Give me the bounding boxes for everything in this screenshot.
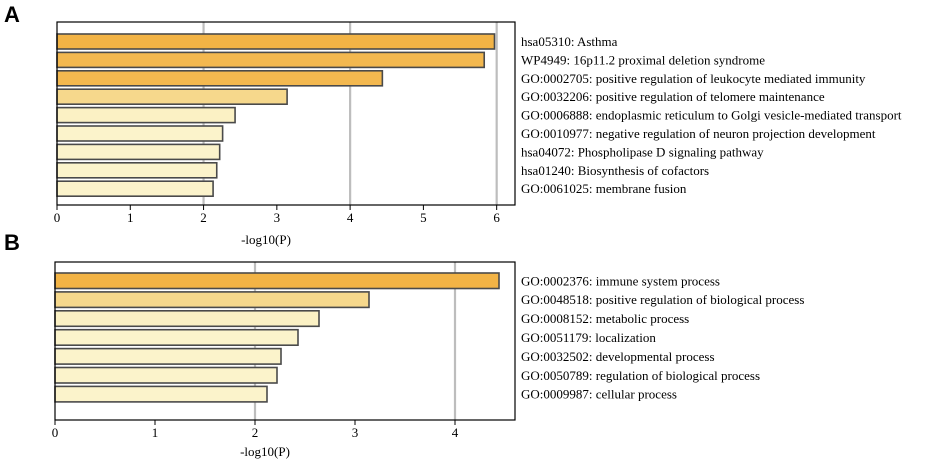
bar-8 bbox=[56, 162, 218, 179]
x-tick-label-0: 0 bbox=[54, 210, 61, 225]
bar-2 bbox=[54, 291, 370, 309]
bar-4 bbox=[54, 328, 299, 347]
term-label-6: GO:0010977: negative regulation of neuro… bbox=[521, 126, 876, 141]
x-tick-label-3: 3 bbox=[274, 210, 281, 225]
term-label-7: GO:0009987: cellular process bbox=[521, 387, 677, 402]
term-label-5: GO:0032502: developmental process bbox=[521, 349, 715, 364]
x-axis-label: -log10(P) bbox=[240, 444, 290, 459]
term-label-2: GO:0048518: positive regulation of biolo… bbox=[521, 292, 804, 307]
bar-7 bbox=[56, 143, 221, 161]
panel-letter-b: B bbox=[4, 230, 20, 255]
bar-3 bbox=[56, 70, 384, 87]
term-label-5: GO:0006888: endoplasmic reticulum to Gol… bbox=[521, 108, 902, 123]
bar-6 bbox=[56, 125, 224, 142]
x-tick-label-4: 4 bbox=[347, 210, 354, 225]
x-tick-label-2: 2 bbox=[200, 210, 207, 225]
x-axis-label: -log10(P) bbox=[241, 232, 291, 247]
bar-2 bbox=[56, 51, 486, 69]
term-label-3: GO:0008152: metabolic process bbox=[521, 311, 689, 326]
term-label-3: GO:0002705: positive regulation of leuko… bbox=[521, 71, 866, 86]
x-tick-label-3: 3 bbox=[352, 425, 359, 440]
term-label-4: GO:0051179: localization bbox=[521, 330, 656, 345]
x-tick-label-4: 4 bbox=[452, 425, 459, 440]
term-label-7: hsa04072: Phospholipase D signaling path… bbox=[521, 144, 764, 159]
bar-7 bbox=[54, 385, 268, 403]
term-label-4: GO:0032206: positive regulation of telom… bbox=[521, 89, 825, 104]
term-label-8: hsa01240: Biosynthesis of cofactors bbox=[521, 163, 709, 178]
plot-frame bbox=[54, 261, 516, 421]
panel-letter-a: A bbox=[4, 2, 20, 27]
bar-5 bbox=[56, 106, 236, 124]
bar-6 bbox=[54, 366, 278, 384]
bar-5 bbox=[54, 347, 282, 365]
x-tick-label-1: 1 bbox=[127, 210, 134, 225]
term-label-1: hsa05310: Asthma bbox=[521, 34, 618, 49]
bar-1 bbox=[56, 33, 496, 50]
bar-9 bbox=[56, 180, 214, 197]
bar-4 bbox=[56, 88, 288, 105]
term-label-1: GO:0002376: immune system process bbox=[521, 273, 720, 288]
x-tick-label-2: 2 bbox=[252, 425, 259, 440]
bar-1 bbox=[54, 272, 500, 290]
x-tick-label-1: 1 bbox=[152, 425, 159, 440]
panel-a-chart: hsa05310: Asthma WP4949: 16p11.2 proximal… bbox=[54, 21, 902, 247]
bar-3 bbox=[54, 309, 320, 328]
x-tick-label-0: 0 bbox=[52, 425, 59, 440]
term-label-2: WP4949: 16p11.2 proximal deletion syndro… bbox=[521, 52, 765, 67]
plot-frame bbox=[56, 21, 516, 206]
term-label-6: GO:0050789: regulation of biological pro… bbox=[521, 368, 760, 383]
panel-b-chart: GO:0002376: immune system process GO:0048… bbox=[52, 261, 804, 459]
term-label-9: GO:0061025: membrane fusion bbox=[521, 181, 687, 196]
x-tick-label-6: 6 bbox=[493, 210, 500, 225]
x-tick-label-5: 5 bbox=[420, 210, 427, 225]
